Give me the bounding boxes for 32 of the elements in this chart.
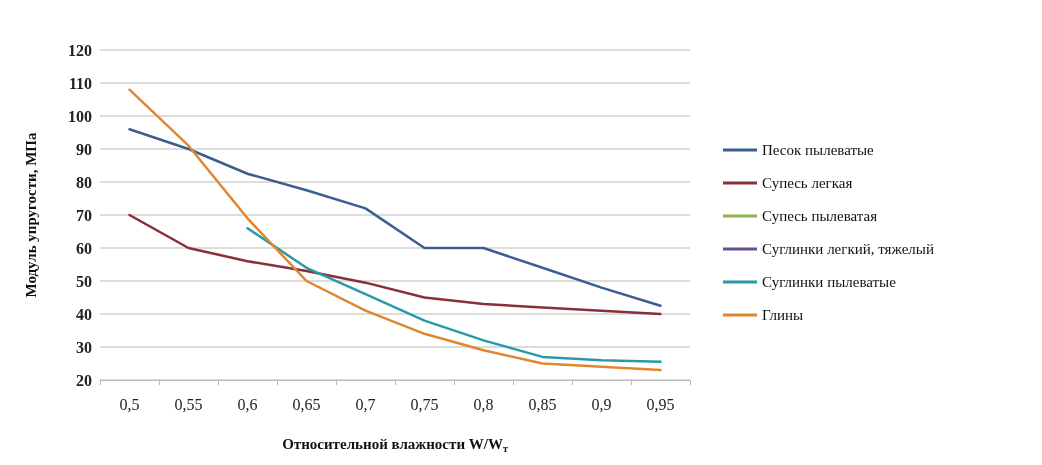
y-tick-label: 100 bbox=[68, 107, 92, 125]
x-tick-label: 0,75 bbox=[410, 395, 439, 413]
line-series bbox=[128, 213, 662, 316]
y-tick-label: 90 bbox=[76, 140, 92, 158]
x-tick-label: 0,7 bbox=[355, 395, 376, 413]
y-tick-label: 70 bbox=[76, 206, 92, 224]
legend-label: Супесь пылеватая bbox=[762, 208, 878, 224]
x-tick-label: 0,8 bbox=[473, 395, 494, 413]
legend-label: Глины bbox=[762, 307, 804, 323]
line-series bbox=[128, 127, 662, 307]
legend-label: Суглинки пылеватые bbox=[762, 274, 897, 290]
y-tick-label: 20 bbox=[76, 371, 92, 389]
legend-label: Супесь легкая bbox=[762, 175, 853, 191]
y-axis-title: Модуль упругости, МПа bbox=[22, 131, 39, 298]
x-tick-label: 0,9 bbox=[591, 395, 612, 413]
y-tick-label: 60 bbox=[76, 239, 92, 257]
x-tick-label: 0,65 bbox=[292, 395, 321, 413]
y-tick-label: 110 bbox=[68, 74, 92, 92]
y-tick-label: 80 bbox=[76, 173, 92, 191]
y-tick-label: 30 bbox=[76, 338, 92, 356]
x-tick-label: 0,85 bbox=[528, 395, 557, 413]
legend-label: Песок пылеватые bbox=[762, 142, 875, 158]
line-series bbox=[246, 226, 662, 364]
x-tick-label: 0,55 bbox=[174, 395, 203, 413]
line-series bbox=[128, 88, 662, 372]
x-tick-label: 0,6 bbox=[237, 395, 258, 413]
y-tick-label: 50 bbox=[76, 272, 92, 290]
x-tick-label: 0,5 bbox=[119, 395, 140, 413]
x-tick-label: 0,95 bbox=[646, 395, 675, 413]
y-tick-label: 120 bbox=[68, 41, 92, 59]
y-tick-label: 40 bbox=[76, 305, 92, 323]
legend-label: Суглинки легкий, тяжелый bbox=[762, 241, 934, 257]
